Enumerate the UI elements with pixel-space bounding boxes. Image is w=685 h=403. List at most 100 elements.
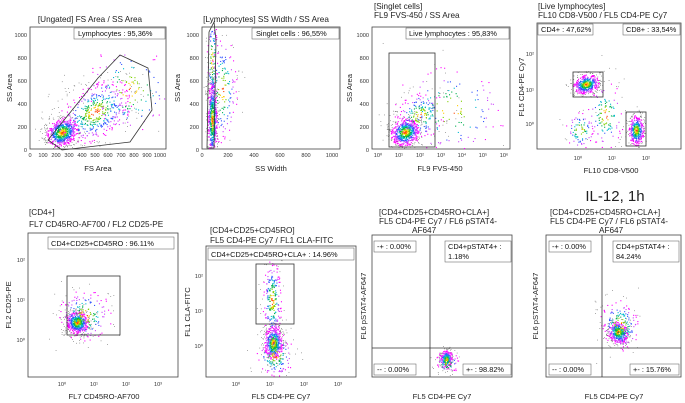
event-dot — [497, 109, 499, 111]
event-dot — [396, 137, 398, 139]
event-dot — [418, 97, 420, 99]
event-dot — [409, 124, 411, 126]
event-dot — [407, 125, 409, 127]
event-dot — [601, 121, 603, 123]
event-dot — [406, 119, 408, 121]
event-dot — [80, 325, 82, 327]
event-dot — [133, 83, 135, 85]
event-dot — [482, 85, 484, 87]
event-dot — [593, 85, 595, 87]
event-dot — [135, 91, 137, 93]
event-dot — [209, 75, 211, 77]
event-dot — [103, 112, 105, 114]
event-dot — [430, 115, 432, 117]
event-dot — [415, 105, 417, 107]
event-dot — [116, 116, 118, 118]
event-dot — [210, 96, 212, 98]
event-dot — [457, 105, 459, 107]
event-dot — [209, 119, 211, 121]
event-dot — [638, 124, 640, 126]
event-dot — [215, 139, 217, 141]
event-dot — [71, 131, 73, 133]
event-dot — [125, 73, 127, 74]
event-dot — [85, 330, 87, 332]
event-dot — [129, 108, 131, 110]
event-dot — [205, 57, 206, 58]
event-dot — [579, 124, 581, 126]
event-dot — [395, 103, 397, 105]
panel-fs-ss: [Ungated] FS Area / SS Area Lymphocytes … — [5, 15, 167, 173]
y-tick: 800 — [360, 56, 369, 62]
event-dot — [218, 119, 220, 120]
event-dot — [620, 113, 622, 115]
event-dot — [591, 87, 593, 89]
event-dot — [405, 134, 407, 136]
event-dot — [99, 109, 101, 111]
event-dot — [85, 303, 87, 305]
event-dot — [65, 327, 66, 329]
event-dot — [489, 92, 491, 94]
event-dot — [68, 120, 70, 122]
event-dot — [59, 123, 61, 125]
event-dot — [71, 327, 73, 329]
event-dot — [635, 137, 637, 139]
event-dot — [603, 70, 605, 72]
event-dot — [66, 123, 68, 125]
event-dot — [631, 135, 633, 137]
event-dot — [587, 82, 589, 84]
event-dot — [57, 100, 59, 102]
event-dot — [122, 106, 124, 108]
event-dot — [455, 93, 457, 95]
event-dot — [604, 102, 606, 104]
event-dot — [67, 126, 69, 128]
event-dot — [458, 97, 460, 99]
event-dot — [118, 109, 120, 111]
event-dot — [641, 125, 643, 127]
event-dot — [211, 99, 213, 101]
event-dot — [211, 118, 213, 120]
event-dot — [212, 127, 214, 129]
event-dot — [601, 104, 603, 106]
event-dot — [81, 336, 82, 337]
event-dot — [406, 126, 408, 128]
event-dot — [633, 117, 635, 119]
event-dot — [585, 88, 587, 90]
event-dot — [208, 126, 210, 128]
event-dot — [570, 92, 572, 94]
event-dot — [108, 95, 110, 97]
event-dot — [436, 128, 438, 130]
event-dot — [612, 106, 614, 108]
event-dot — [400, 114, 402, 116]
event-dot — [583, 91, 585, 93]
event-dot — [637, 123, 639, 125]
event-dot — [224, 136, 226, 138]
event-dot — [95, 103, 97, 105]
event-dot — [113, 120, 115, 122]
event-dot — [218, 72, 220, 74]
event-dot — [405, 136, 407, 138]
event-dot — [634, 135, 636, 137]
event-dot — [382, 139, 384, 141]
y-tick: 0 — [366, 148, 369, 154]
event-dot — [402, 147, 403, 148]
event-dot — [113, 77, 115, 79]
event-dot — [215, 125, 217, 127]
event-dot — [125, 95, 127, 97]
event-dot — [610, 105, 612, 107]
event-dot — [580, 89, 582, 91]
event-dot — [53, 148, 54, 149]
event-dot — [85, 114, 87, 116]
event-dot — [77, 333, 78, 335]
event-dot — [74, 124, 76, 126]
event-dot — [70, 308, 71, 310]
event-dot — [207, 136, 209, 138]
event-dot — [587, 83, 589, 85]
event-dot — [411, 135, 413, 137]
event-dot — [129, 102, 131, 104]
event-dot — [387, 129, 389, 130]
event-dot — [53, 123, 55, 125]
event-dot — [59, 139, 61, 141]
event-dot — [212, 96, 214, 98]
event-dot — [125, 105, 127, 107]
event-dot — [590, 86, 592, 88]
